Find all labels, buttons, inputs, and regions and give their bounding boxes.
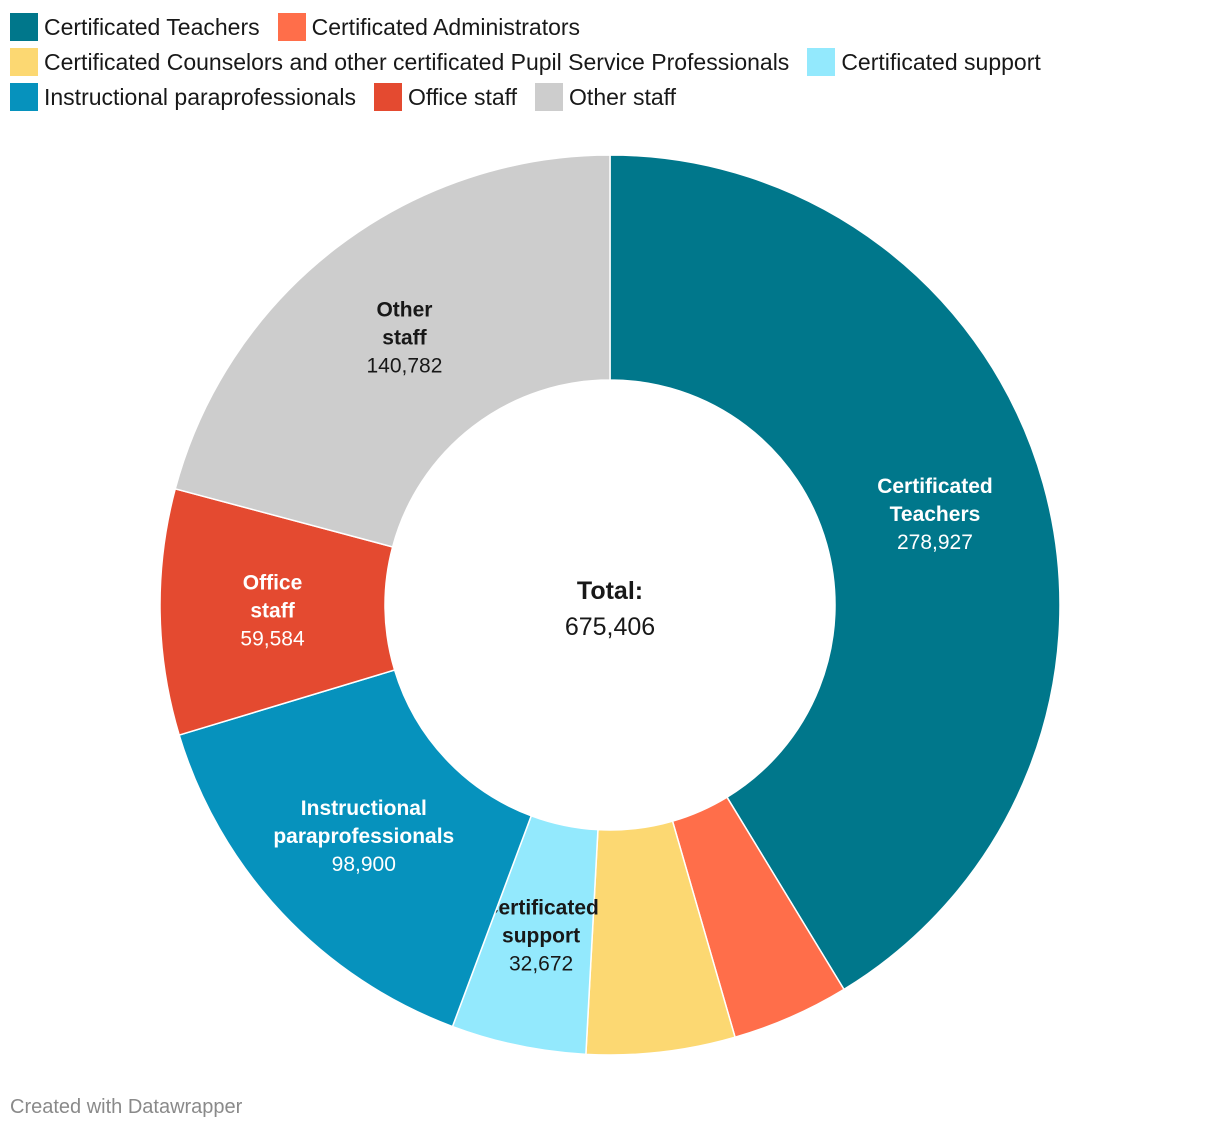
legend-item: Certificated Counselors and other certif… — [10, 45, 789, 80]
legend-swatch — [807, 48, 836, 76]
slice-label-name: Certificated — [483, 896, 599, 919]
slice-label-name: Office — [243, 571, 303, 594]
slice-label-name: Instructional — [301, 797, 427, 820]
legend-item: Certificated Administrators — [277, 10, 581, 45]
center-total-value: 675,406 — [565, 613, 655, 641]
legend-swatch — [10, 83, 38, 111]
donut-slice — [159, 487, 396, 736]
slice-label-value: 98,900 — [332, 853, 396, 876]
legend-label: Office staff — [407, 84, 518, 110]
donut-slice — [609, 154, 1061, 991]
slice-label: Certificated Teachers 278,927 — [877, 475, 993, 554]
slice-label-value: 59,584 — [240, 627, 305, 650]
slice-label-name: Certificated — [877, 475, 993, 498]
slice-label: Instructional paraprofessionals 98,900 — [273, 797, 454, 876]
legend-label: Certificated Teachers — [44, 14, 260, 40]
legend-label: Certificated Counselors and other certif… — [44, 49, 790, 75]
credit-text: Created with Datawrapper — [10, 1096, 243, 1118]
legend-swatch — [10, 13, 38, 41]
legend-swatch — [10, 48, 38, 76]
legend-label: Certificated Administrators — [311, 14, 581, 40]
slice-label: Office staff 59,584 — [240, 571, 305, 650]
legend-label: Instructional paraprofessionals — [44, 84, 356, 110]
slice-label-name: support — [502, 924, 580, 947]
slice-label: Certificated support 32,672 — [483, 896, 599, 975]
legend-item: Other staff — [535, 80, 676, 115]
slice-label-name: Teachers — [890, 503, 981, 526]
donut-slice — [178, 669, 533, 1028]
legend-label: Certificated support — [841, 49, 1041, 75]
slice-label-name: paraprofessionals — [273, 825, 454, 848]
slice-label-value: 32,672 — [509, 952, 573, 975]
legend-item: Instructional paraprofessionals — [10, 80, 356, 115]
slice-label-value: 278,927 — [897, 531, 973, 554]
center-total-label: Total: — [577, 577, 643, 605]
legend-swatch — [277, 13, 306, 41]
slice-label-name: staff — [250, 599, 295, 622]
legend-label: Other staff — [569, 84, 677, 110]
legend-item: Office staff — [373, 80, 518, 115]
slice-label-value: 140,782 — [366, 354, 442, 377]
slice-label-name: Other — [376, 298, 432, 321]
legend-swatch — [535, 83, 564, 111]
chart-legend: Certificated Teachers Certificated Admini… — [10, 10, 1200, 115]
slice-label-name: staff — [382, 326, 427, 349]
legend-item: Certificated Teachers — [10, 10, 260, 45]
legend-item: Certificated support — [807, 45, 1041, 80]
slice-label: Other staff 140,782 — [366, 298, 442, 377]
legend-swatch — [373, 83, 402, 111]
donut-slice — [174, 154, 611, 548]
